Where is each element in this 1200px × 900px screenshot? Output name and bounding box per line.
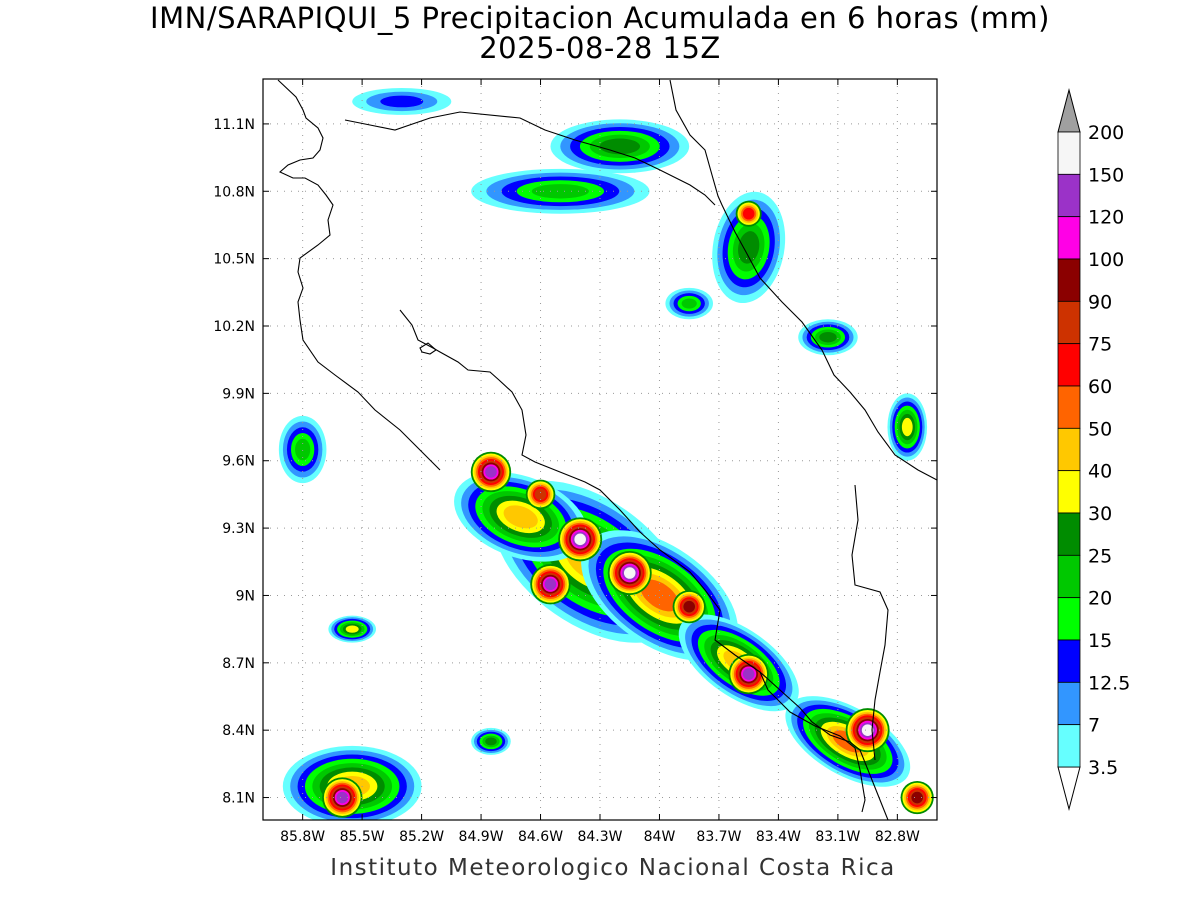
rain-contour (503, 505, 538, 529)
colorbar-swatch (1057, 724, 1081, 768)
colorbar-level-label: 100 (1088, 249, 1124, 271)
lat-tick-label: 9.3N (222, 521, 255, 537)
rain-cell (534, 488, 547, 501)
lon-tick-label: 83.1W (815, 829, 860, 845)
lake-outline (419, 342, 437, 355)
rain-cell (742, 668, 755, 680)
lon-tick-label: 84.6W (518, 829, 563, 845)
colorbar-level-label: 15 (1088, 630, 1112, 652)
lon-tick-label: 83.7W (696, 829, 741, 845)
lon-tick-label: 84W (644, 829, 676, 845)
grid-lines (263, 79, 937, 820)
lat-tick-label: 8.4N (222, 723, 255, 739)
colorbar-level-label: 25 (1088, 545, 1112, 567)
nicoya-gulf-line (399, 309, 889, 820)
rain-contour (738, 231, 760, 264)
colorbar-level-label: 7 (1088, 715, 1100, 737)
rain-cell (911, 791, 923, 804)
rain-contour (380, 95, 424, 108)
rain-contour (531, 184, 589, 199)
colorbar-swatch (1057, 385, 1081, 429)
colorbar-level-label: 12.5 (1088, 672, 1130, 694)
precipitation-field (278, 87, 934, 820)
lat-tick-label: 10.8N (213, 184, 255, 200)
rain-cell (861, 724, 874, 736)
rain-contour (345, 625, 359, 633)
rain-contour (485, 737, 497, 746)
colorbar-swatch (1057, 512, 1081, 556)
colorbar-swatch (1057, 639, 1081, 683)
lat-tick-label: 8.7N (222, 656, 255, 672)
rain-cell (485, 466, 497, 478)
colorbar-swatch (1057, 173, 1081, 218)
lon-tick-label: 85.2W (399, 829, 444, 845)
colorbar-swatch (1057, 597, 1081, 641)
lat-tick-label: 9.6N (222, 454, 255, 470)
colorbar-swatch (1057, 427, 1081, 472)
rain-contour (640, 579, 679, 612)
lon-tick-label: 82.8W (875, 829, 920, 845)
rain-cell (623, 567, 636, 579)
lon-tick-label: 85.5W (340, 829, 385, 845)
colorbar-swatch (1057, 258, 1081, 302)
colorbar-swatch (1057, 216, 1081, 260)
colorbar-level-label: 3.5 (1088, 757, 1118, 779)
credit-footer: Instituto Meteorologico Nacional Costa R… (330, 855, 896, 881)
osa-peninsula-line (759, 671, 866, 813)
colorbar-upper-arrow (1057, 88, 1081, 133)
rain-contour (681, 298, 697, 309)
colorbar: 200 150 120 100 90 75 60 50 40 30 25 20 15 12.5 7 3.5 (1057, 88, 1130, 811)
lat-tick-label: 10.2N (213, 319, 255, 335)
nicaragua-border-line (344, 111, 716, 206)
colorbar-swatch (1057, 343, 1081, 387)
colorbar-level-label: 20 (1088, 588, 1112, 610)
map-subtitle-time: 2025-08-28 15Z (479, 31, 721, 65)
colorbar-level-label: 120 (1088, 207, 1124, 229)
map-title: IMN/SARAPIQUI_5 Precipitacion Acumulada … (150, 1, 1050, 35)
colorbar-level-label: 150 (1088, 164, 1124, 186)
colorbar-level-label: 40 (1088, 461, 1112, 483)
lon-tick-label: 85.8W (280, 829, 325, 845)
lat-tick-label: 11.1N (213, 117, 255, 133)
pacific-coast-line (277, 79, 441, 471)
rain-contour (599, 138, 641, 155)
colorbar-level-label: 50 (1088, 418, 1112, 440)
colorbar-level-label: 75 (1088, 334, 1112, 356)
axis-ticks: 11.1N 10.8N 10.5N 10.2N 9.9N 9.6N 9.3N 9N 8.7N 8.… (213, 79, 937, 845)
rain-cell (336, 791, 349, 804)
lat-tick-label: 9.9N (222, 386, 255, 402)
lat-tick-label: 8.1N (222, 791, 255, 807)
colorbar-swatch (1057, 554, 1081, 599)
rain-cell (683, 600, 696, 613)
colorbar-level-label: 90 (1088, 291, 1112, 313)
rain-contour (819, 331, 837, 343)
colorbar-swatch (1057, 300, 1081, 345)
lon-tick-label: 84.3W (577, 829, 622, 845)
rain-contour (901, 417, 913, 437)
rain-cell (742, 207, 755, 220)
coastlines (277, 79, 937, 820)
lat-tick-label: 10.5N (213, 252, 255, 268)
rain-cell (544, 578, 557, 591)
colorbar-level-label: 60 (1088, 376, 1112, 398)
rain-cell (574, 533, 586, 546)
rain-contour (295, 438, 311, 461)
colorbar-swatch (1057, 681, 1081, 726)
colorbar-swatch (1057, 470, 1081, 514)
lon-tick-label: 84.9W (459, 829, 504, 845)
colorbar-level-label: 30 (1088, 503, 1112, 525)
caribbean-coast-line (669, 79, 937, 481)
panama-border-line (851, 484, 889, 761)
lat-tick-label: 9N (236, 588, 255, 604)
lon-tick-label: 83.4W (756, 829, 801, 845)
colorbar-lower-arrow (1057, 766, 1081, 811)
colorbar-level-label: 200 (1088, 122, 1124, 144)
colorbar-swatch (1057, 131, 1081, 175)
